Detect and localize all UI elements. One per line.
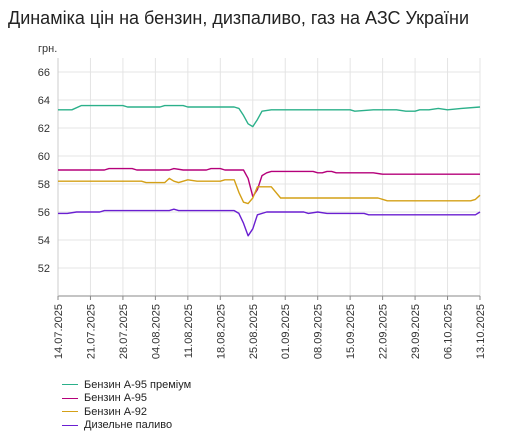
series-line-1 (58, 167, 480, 198)
y-tick-label: 60 (38, 151, 50, 163)
y-tick-label: 64 (38, 95, 50, 107)
y-tick-label: 52 (38, 263, 50, 275)
legend-label: Бензин А-95 (84, 392, 147, 405)
x-tick-label: 25.08.2025 (248, 304, 260, 359)
x-tick-label: 06.10.2025 (443, 304, 455, 359)
x-tick-label: 22.09.2025 (378, 304, 390, 359)
x-tick-label: 01.09.2025 (280, 304, 292, 359)
series-line-2 (58, 177, 481, 205)
y-axis-label: грн. (38, 43, 57, 55)
legend-label: Бензин А-92 (84, 405, 147, 418)
legend-swatch (62, 424, 78, 426)
chart-title: Динаміка цін на бензин, дизпаливо, газ н… (8, 8, 470, 28)
y-tick-label: 54 (38, 235, 50, 247)
legend-item: Бензин А-92 (62, 405, 191, 419)
series-lines (58, 104, 481, 237)
x-tick-label: 28.07.2025 (118, 304, 130, 359)
grid (57, 58, 481, 296)
x-tick-label: 08.09.2025 (313, 304, 325, 359)
x-tick-label: 15.09.2025 (345, 304, 357, 359)
series-line-0 (58, 104, 481, 128)
legend-label: Бензин А-95 преміум (84, 378, 192, 391)
x-tick-label: 11.08.2025 (183, 304, 195, 358)
y-tick-label: 58 (38, 179, 50, 191)
x-tick-label: 04.08.2025 (150, 304, 162, 359)
series-line-3 (58, 208, 481, 237)
x-tick-label: 21.07.2025 (85, 304, 97, 359)
legend-item: Дизельне паливо (62, 419, 191, 433)
legend-swatch (62, 397, 78, 399)
x-tick-label: 14.07.2025 (53, 304, 65, 359)
legend-item: Бензин А-95 (62, 392, 191, 406)
axes: 52 54 56 58 60 62 64 66 14.07.2025 21.07.2025 28.0… (38, 58, 487, 359)
y-tick-label: 62 (38, 123, 50, 135)
y-tick-label: 56 (38, 207, 50, 219)
legend-item: Бензин А-95 преміум (62, 378, 191, 392)
line-chart: 52 54 56 58 60 62 64 66 14.07.2025 21.07.2025 28.0… (38, 43, 487, 359)
y-tick-label: 66 (38, 67, 50, 79)
x-tick-label: 13.10.2025 (475, 304, 487, 359)
legend-swatch (62, 384, 78, 386)
legend-swatch (62, 411, 78, 413)
chart-legend: Бензин А-95 преміум Бензин А-95 Бензин А-9… (62, 378, 191, 432)
x-tick-label: 29.09.2025 (410, 304, 422, 359)
x-tick-label: 18.08.2025 (215, 304, 227, 359)
legend-label: Дизельне паливо (84, 419, 173, 432)
